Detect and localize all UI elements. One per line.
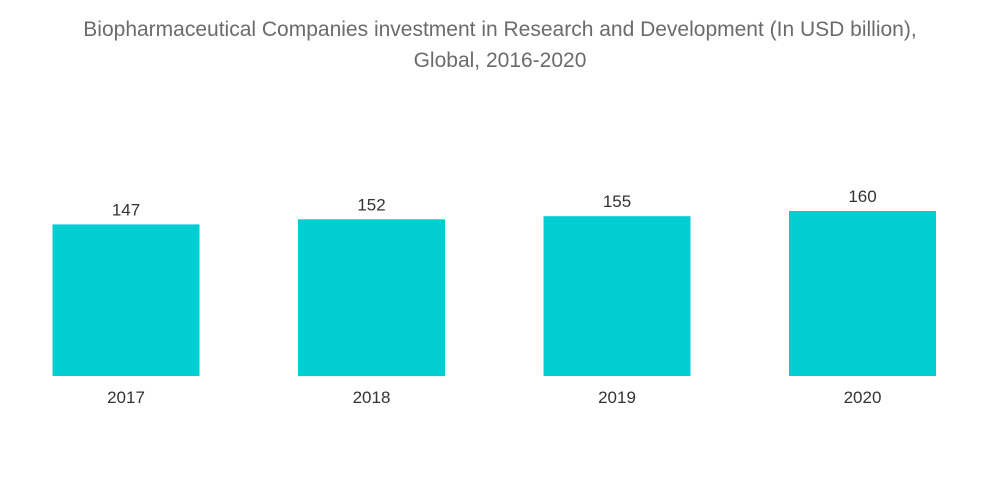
value-label-2019: 155 [603,192,631,211]
value-label-2017: 147 [112,200,140,219]
chart-title-line-1: Biopharmaceutical Companies investment i… [83,18,917,41]
x-tick-label-2018: 2018 [353,388,391,407]
bar-2019 [543,216,691,376]
x-tick-labels-group: 2017 2018 2019 2020 [107,388,881,407]
chart-subtitle: Global, 2016-2020 [413,49,587,72]
bar-2018 [298,219,445,377]
chart-title: Biopharmaceutical Companies investment i… [0,14,1000,76]
x-tick-label-2020: 2020 [844,388,882,407]
bars-group [52,211,936,377]
x-tick-label-2019: 2019 [598,388,636,407]
value-label-2020: 160 [848,187,876,206]
value-labels-group: 147 152 155 160 [112,187,877,219]
x-tick-label-2017: 2017 [107,388,145,407]
bar-2017 [52,224,200,376]
value-label-2018: 152 [357,195,385,214]
bar-2020 [789,211,936,376]
